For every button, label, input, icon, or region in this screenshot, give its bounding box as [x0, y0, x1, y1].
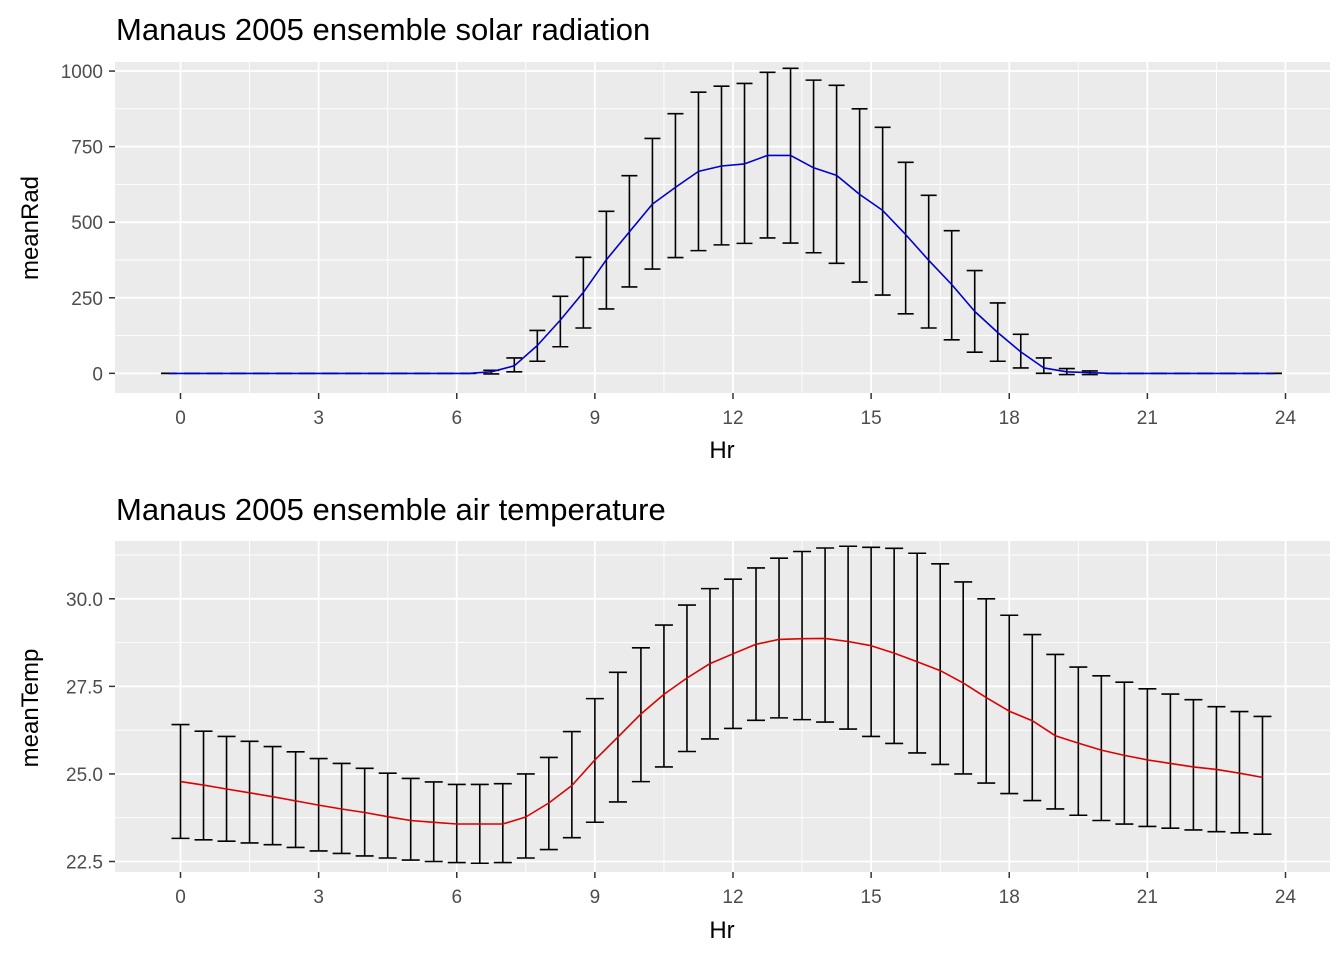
temperature-error-bar [378, 772, 397, 859]
radiation-mean-line [169, 154, 1274, 375]
radiation-x-tick-label: 24 [1275, 408, 1297, 429]
temperature-error-bar [954, 581, 973, 775]
temperature-error-bar [1184, 698, 1203, 831]
radiation-y-tick-label: 0 [92, 364, 103, 385]
temperature-error-bar [931, 562, 950, 766]
temperature-error-bar [770, 557, 789, 719]
temperature-error-bar [493, 782, 512, 864]
temperature-error-bar [1161, 693, 1180, 830]
radiation-x-tick-label: 15 [861, 408, 882, 429]
radiation-mean-line-group [169, 154, 1274, 375]
radiation-y-tick-label: 250 [71, 289, 103, 310]
temperature-mean-line [180, 637, 1263, 825]
temperature-error-bar [171, 723, 190, 840]
temperature-y-axis-title: meanTemp [17, 649, 44, 768]
temperature-error-bar [1023, 633, 1042, 802]
temperature-x-tick-label: 24 [1275, 887, 1297, 908]
radiation-error-bar [552, 295, 569, 348]
temperature-y-tick-label: 27.5 [66, 677, 103, 698]
radiation-x-tick-label: 18 [999, 408, 1020, 429]
temperature-error-bar [1092, 675, 1111, 822]
temperature-panel: Manaus 2005 ensemble air temperature 22.… [17, 492, 1330, 944]
temperature-y-tick-label: 25.0 [66, 765, 103, 786]
radiation-x-axis-title: Hr [709, 437, 734, 464]
temperature-mean-line-group [180, 637, 1263, 825]
temperature-y-axis: 22.5 25.0 27.5 30.0 [66, 590, 115, 873]
temperature-error-bar [654, 624, 673, 768]
temperature-plot-background [115, 541, 1330, 872]
radiation-x-tick-label: 3 [313, 408, 324, 429]
temperature-error-bar [793, 550, 812, 721]
temperature-error-bar [908, 552, 927, 754]
temperature-x-tick-label: 15 [861, 887, 882, 908]
temperature-error-bars [171, 545, 1272, 865]
temperature-error-bar [977, 597, 996, 784]
temperature-error-bar [401, 777, 420, 861]
radiation-error-bar [851, 108, 868, 283]
radiation-chart-title: Manaus 2005 ensemble solar radiation [116, 12, 650, 47]
radiation-error-bar [828, 84, 845, 265]
radiation-x-tick-label: 21 [1137, 408, 1158, 429]
temperature-chart-title: Manaus 2005 ensemble air temperature [116, 492, 666, 527]
radiation-x-tick-label: 6 [451, 408, 462, 429]
radiation-error-bar [1035, 357, 1052, 375]
temperature-error-bar [1000, 614, 1019, 795]
temperature-error-bar [516, 773, 535, 859]
temperature-x-axis-title: Hr [709, 917, 734, 944]
temperature-error-bar [885, 547, 904, 745]
radiation-error-bar [920, 194, 937, 329]
temperature-error-bar [1230, 710, 1249, 834]
temperature-x-tick-label: 6 [451, 887, 462, 908]
temperature-y-tick-label: 30.0 [66, 590, 103, 611]
temperature-x-tick-label: 3 [313, 887, 324, 908]
radiation-error-bar [667, 112, 684, 259]
radiation-y-axis: 0 250 500 750 1000 [61, 62, 115, 385]
radiation-panel: Manaus 2005 ensemble solar radiation 0 25… [17, 12, 1330, 464]
radiation-y-axis-title: meanRad [17, 176, 44, 280]
temperature-y-tick-label: 22.5 [66, 852, 103, 873]
radiation-x-axis: 0 3 6 9 12 15 18 21 24 [175, 393, 1296, 429]
temperature-error-bar [1115, 681, 1134, 825]
temperature-x-tick-label: 0 [175, 887, 186, 908]
temperature-error-bar [816, 547, 835, 723]
temperature-x-tick-label: 21 [1137, 887, 1158, 908]
radiation-x-tick-label: 12 [722, 408, 743, 429]
temperature-x-axis: 0 3 6 9 12 15 18 21 24 [175, 872, 1296, 908]
radiation-error-bar [805, 79, 822, 254]
temperature-error-bar [263, 745, 282, 846]
radiation-plot-background [115, 62, 1330, 393]
temperature-x-tick-label: 18 [999, 887, 1020, 908]
temperature-x-tick-label: 9 [590, 887, 601, 908]
radiation-x-tick-label: 0 [175, 408, 186, 429]
temperature-error-bar [862, 546, 881, 738]
temperature-error-bar [1069, 666, 1088, 817]
temperature-error-bar [839, 545, 858, 730]
radiation-y-tick-label: 1000 [61, 62, 103, 83]
temperature-error-bar [1046, 653, 1065, 810]
radiation-y-tick-label: 750 [71, 138, 103, 159]
radiation-minor-gridlines [115, 62, 1330, 393]
radiation-x-tick-label: 9 [590, 408, 601, 429]
temperature-error-bar [286, 751, 305, 849]
radiation-y-tick-label: 500 [71, 213, 103, 234]
temperature-error-bar [1138, 688, 1157, 828]
radiation-error-bar [897, 161, 914, 315]
temperature-x-tick-label: 12 [722, 887, 743, 908]
temperature-error-bar [1253, 715, 1272, 835]
